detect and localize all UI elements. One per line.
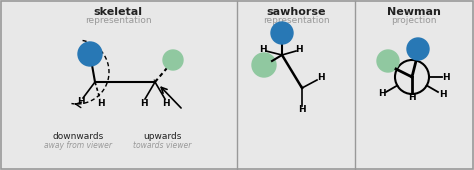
Text: H: H [408, 92, 416, 101]
Text: Newman: Newman [387, 7, 441, 17]
Text: H: H [140, 99, 148, 108]
Text: H: H [77, 98, 85, 106]
Circle shape [252, 53, 276, 77]
Circle shape [377, 50, 399, 72]
Text: *: * [301, 85, 304, 91]
Text: H: H [162, 99, 170, 108]
Text: H: H [378, 89, 385, 98]
Text: H: H [295, 46, 303, 55]
Text: away from viewer: away from viewer [44, 141, 112, 150]
Text: representation: representation [85, 16, 151, 25]
Circle shape [271, 22, 293, 44]
Text: *: * [410, 74, 414, 80]
Text: H: H [317, 73, 325, 82]
Text: H: H [97, 99, 105, 108]
Text: H: H [298, 106, 306, 115]
Circle shape [163, 50, 183, 70]
Text: representation: representation [263, 16, 329, 25]
Circle shape [78, 42, 102, 66]
Text: H: H [259, 46, 267, 55]
Text: H: H [438, 89, 446, 98]
Text: *: * [153, 79, 157, 85]
Circle shape [407, 38, 429, 60]
Text: projection: projection [391, 16, 437, 25]
Text: H: H [442, 72, 450, 81]
Text: sawhorse: sawhorse [266, 7, 326, 17]
Text: downwards: downwards [52, 132, 104, 141]
Text: upwards: upwards [143, 132, 181, 141]
Text: towards viewer: towards viewer [133, 141, 191, 150]
Text: skeletal: skeletal [93, 7, 143, 17]
